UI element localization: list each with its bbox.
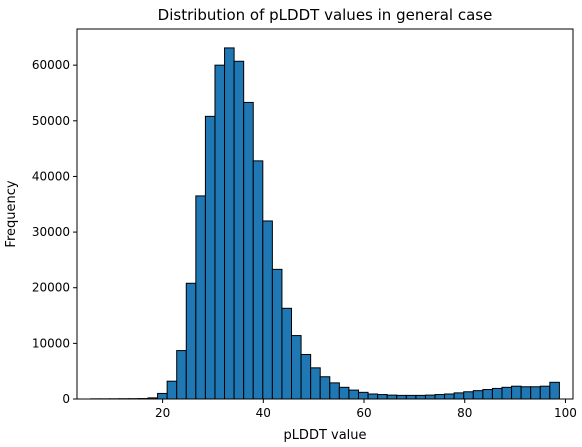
histogram-bar-13 [214, 64, 226, 400]
x-axis-ticks: 20 40 60 80 100 [155, 399, 577, 420]
histogram-bar-35 [424, 394, 436, 400]
y-tick-label: 10000 [32, 336, 70, 350]
histogram-bar-47 [539, 385, 551, 400]
histogram-bar-7 [157, 392, 168, 400]
histogram-bar-11 [195, 195, 206, 400]
histogram-bar-26 [338, 386, 350, 400]
histogram-bar-37 [444, 393, 455, 400]
histogram-bar-20 [281, 307, 293, 400]
histogram-bar-21 [291, 335, 302, 400]
histogram-bar-25 [329, 382, 340, 400]
histogram-bar-33 [405, 394, 417, 400]
histogram-bar-29 [367, 393, 379, 400]
histogram-bars [90, 47, 560, 400]
x-tick-label: 80 [457, 406, 472, 420]
histogram-bar-34 [415, 394, 426, 400]
histogram-bar-46 [530, 386, 541, 400]
y-tick-label: 50000 [32, 114, 70, 128]
y-tick-label: 0 [62, 392, 70, 406]
histogram-bar-17 [252, 160, 264, 400]
histogram-bar-43 [501, 386, 513, 400]
histogram-bar-19 [271, 268, 283, 400]
histogram-bar-24 [319, 376, 331, 400]
y-tick-label: 20000 [32, 281, 70, 295]
histogram-bar-32 [396, 394, 407, 400]
y-tick-label: 40000 [32, 169, 70, 183]
plot-frame [76, 28, 574, 400]
histogram-bar-41 [482, 389, 493, 400]
x-tick-label: 40 [256, 406, 271, 420]
histogram-bar-40 [472, 390, 484, 400]
histogram-bar-38 [453, 392, 465, 400]
histogram-bar-8 [166, 380, 178, 400]
histogram-bar-14 [224, 47, 235, 400]
histogram-bar-36 [434, 394, 446, 400]
x-tick-label: 20 [155, 406, 170, 420]
chart-title: Distribution of pLDDT values in general … [158, 6, 493, 24]
x-tick-label: 60 [356, 406, 371, 420]
histogram-bar-45 [520, 386, 532, 400]
histogram-bar-22 [300, 353, 312, 400]
histogram-bar-30 [377, 394, 388, 400]
histogram-bar-27 [348, 389, 359, 400]
histogram-bar-31 [386, 394, 398, 400]
y-axis-ticks: 0 10000 20000 30000 40000 50000 60000 [32, 58, 77, 406]
histogram-bar-44 [511, 385, 522, 400]
y-axis-label: Frequency [4, 180, 19, 247]
histogram-bar-48 [549, 381, 560, 400]
histogram-bar-9 [176, 350, 187, 400]
y-tick-label: 30000 [32, 225, 70, 239]
histogram-bar-42 [491, 387, 503, 400]
histogram-bar-23 [310, 367, 321, 400]
y-tick-label: 60000 [32, 58, 70, 72]
histogram-bar-12 [204, 115, 216, 400]
histogram-bar-39 [463, 391, 474, 400]
x-tick-label: 100 [554, 406, 577, 420]
histogram-bar-10 [185, 282, 197, 400]
histogram-bar-15 [233, 60, 245, 400]
histogram-bar-18 [262, 220, 273, 400]
histogram-bar-16 [243, 101, 254, 400]
histogram-bar-28 [357, 391, 369, 400]
x-axis-label: pLDDT value [283, 428, 366, 443]
